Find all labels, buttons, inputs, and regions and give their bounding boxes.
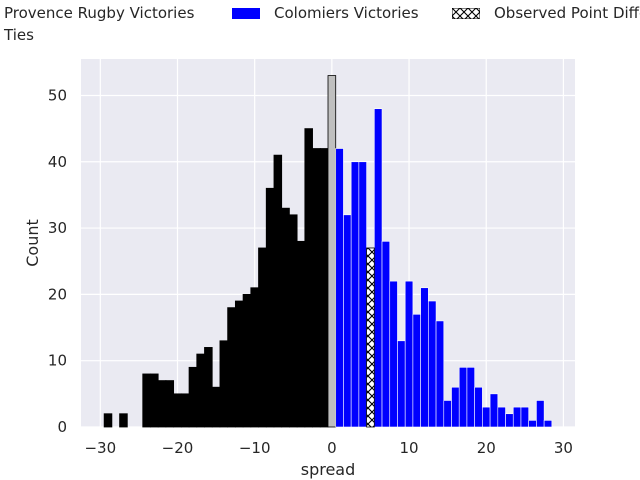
bar-colomiers-victories bbox=[374, 108, 383, 428]
x-tick-label: 0 bbox=[327, 439, 337, 457]
bar-colomiers-victories bbox=[451, 386, 460, 428]
bar-provence-rugby-victories bbox=[150, 373, 159, 428]
legend-label-colomiers: Colomiers Victories bbox=[274, 4, 419, 22]
bar-observed-point-differential bbox=[366, 247, 375, 428]
x-axis-label: spread bbox=[301, 460, 356, 479]
bar-colomiers-victories bbox=[343, 214, 352, 428]
bar-colomiers-victories bbox=[458, 367, 468, 428]
legend-item-colomiers: Colomiers Victories bbox=[232, 4, 419, 22]
legend-item-ties: Ties bbox=[4, 26, 34, 44]
bar-colomiers-victories bbox=[435, 320, 445, 428]
bar-colomiers-victories bbox=[420, 287, 429, 428]
bar-provence-rugby-victories bbox=[258, 247, 267, 428]
y-tick-label: 50 bbox=[48, 86, 67, 104]
bar-provence-rugby-victories bbox=[281, 207, 290, 428]
bar-colomiers-victories bbox=[505, 413, 514, 428]
bar-colomiers-victories bbox=[543, 420, 553, 428]
bar-colomiers-victories bbox=[482, 406, 491, 428]
x-tick-label: −10 bbox=[239, 439, 271, 457]
x-tick-label: 20 bbox=[477, 439, 496, 457]
bar-colomiers-victories bbox=[412, 313, 421, 428]
legend-label-provence: Provence Rugby Victories bbox=[4, 4, 195, 22]
bar-provence-rugby-victories bbox=[304, 128, 313, 428]
legend-label-observed: Observed Point Differential bbox=[494, 4, 640, 22]
bar-colomiers-victories bbox=[474, 386, 483, 428]
legend-item-observed: Observed Point Differential bbox=[452, 4, 640, 22]
bar-colomiers-victories bbox=[335, 148, 344, 428]
x-tick-label: 30 bbox=[554, 439, 573, 457]
legend-swatch-colomiers bbox=[232, 7, 260, 19]
bar-colomiers-victories bbox=[443, 400, 452, 428]
bar-provence-rugby-victories bbox=[265, 187, 275, 428]
bar-provence-rugby-victories bbox=[227, 307, 236, 428]
bar-colomiers-victories bbox=[389, 280, 398, 428]
bar-provence-rugby-victories bbox=[165, 380, 175, 428]
bar-colomiers-victories bbox=[466, 367, 475, 428]
y-tick-label: 0 bbox=[57, 418, 67, 436]
bar-provence-rugby-victories bbox=[196, 353, 205, 428]
bar-colomiers-victories bbox=[358, 161, 367, 428]
bar-provence-rugby-victories bbox=[289, 214, 298, 428]
bar-provence-rugby-victories bbox=[219, 340, 229, 428]
bar-provence-rugby-victories bbox=[103, 413, 113, 428]
bar-colomiers-victories bbox=[536, 400, 545, 428]
bar-provence-rugby-victories bbox=[242, 293, 252, 428]
y-tick-label: 40 bbox=[48, 153, 67, 171]
bar-colomiers-victories bbox=[528, 420, 537, 428]
x-tick-label: −30 bbox=[84, 439, 116, 457]
y-tick-label: 30 bbox=[48, 219, 67, 237]
y-tick-label: 20 bbox=[48, 285, 67, 303]
bar-provence-rugby-victories bbox=[173, 393, 182, 428]
bar-provence-rugby-victories bbox=[273, 154, 283, 428]
bar-colomiers-victories bbox=[512, 406, 522, 428]
bar-provence-rugby-victories bbox=[204, 347, 213, 428]
bar-colomiers-victories bbox=[404, 280, 414, 428]
bar-colomiers-victories bbox=[428, 300, 437, 428]
x-tick-label: −20 bbox=[162, 439, 194, 457]
bar-provence-rugby-victories bbox=[142, 373, 151, 428]
y-axis-label: Count bbox=[23, 219, 42, 267]
bar-colomiers-victories bbox=[497, 406, 506, 428]
bar-colomiers-victories bbox=[381, 241, 391, 428]
y-tick-label: 10 bbox=[48, 352, 67, 370]
bar-ties bbox=[327, 75, 337, 428]
bar-provence-rugby-victories bbox=[119, 413, 128, 428]
bar-provence-rugby-victories bbox=[157, 380, 167, 428]
legend-label-ties: Ties bbox=[4, 26, 34, 44]
bar-colomiers-victories bbox=[489, 393, 499, 428]
bar-provence-rugby-victories bbox=[319, 148, 329, 428]
bar-provence-rugby-victories bbox=[234, 300, 244, 428]
x-tick-label: 10 bbox=[400, 439, 419, 457]
bar-provence-rugby-victories bbox=[296, 240, 306, 428]
bar-provence-rugby-victories bbox=[188, 366, 198, 428]
bar-colomiers-victories bbox=[397, 340, 406, 428]
legend-item-provence: Provence Rugby Victories bbox=[4, 4, 194, 22]
bar-provence-rugby-victories bbox=[250, 287, 259, 428]
bar-provence-rugby-victories bbox=[211, 386, 221, 428]
bar-provence-rugby-victories bbox=[312, 148, 321, 428]
bar-colomiers-victories bbox=[350, 161, 360, 428]
bar-colomiers-victories bbox=[520, 406, 529, 428]
chart-legend: Provence Rugby Victories Colomiers Victo… bbox=[0, 0, 640, 50]
legend-swatch-observed bbox=[452, 7, 480, 19]
bar-provence-rugby-victories bbox=[180, 393, 190, 428]
